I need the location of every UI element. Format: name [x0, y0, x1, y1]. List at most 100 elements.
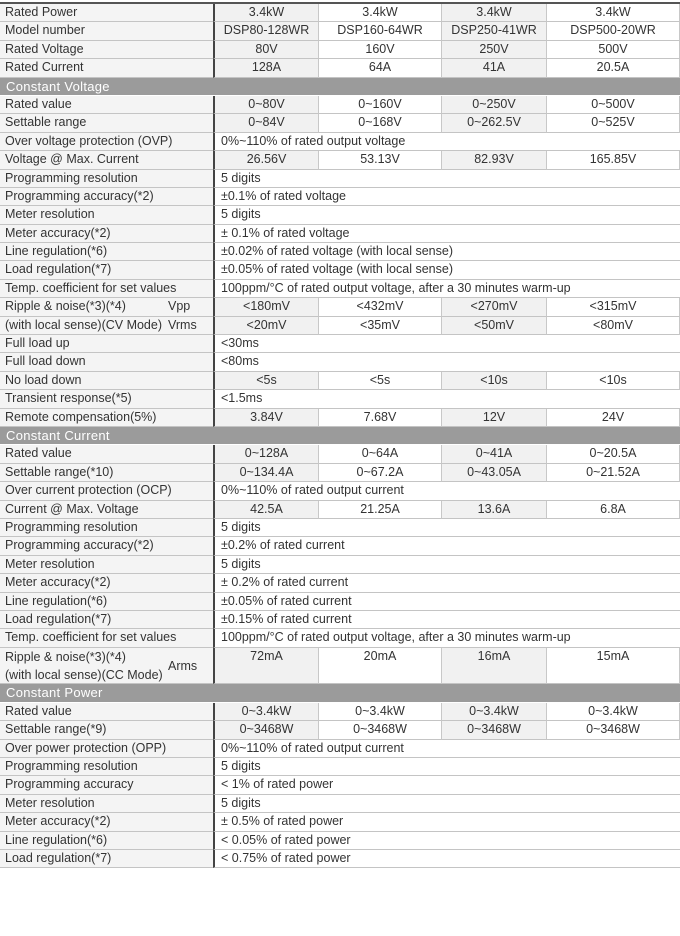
value-cell: DSP160-64WR — [319, 22, 442, 41]
value-cell: 0~80V — [213, 95, 319, 115]
value-cell: 0~21.52A — [547, 463, 680, 483]
row-label: Settable range — [0, 114, 213, 133]
value-span: ±0.02% of rated voltage (with local sens… — [213, 243, 680, 262]
value-span: < 0.05% of rated power — [213, 831, 680, 850]
value-span: 5 digits — [213, 518, 680, 538]
value-cell: 0~168V — [319, 114, 442, 133]
value-cell: 20mA — [319, 647, 442, 685]
value-cell: 3.4kW — [547, 4, 680, 23]
value-span: ±0.05% of rated voltage (with local sens… — [213, 261, 680, 280]
row-label: Meter resolution — [0, 555, 213, 575]
value-span: 5 digits — [213, 555, 680, 575]
value-cell: 128A — [213, 59, 319, 78]
row-label: Full load up — [0, 335, 213, 354]
row-label: Line regulation(*6) — [0, 592, 213, 611]
value-cell: <270mV — [442, 298, 547, 317]
row-label: Rated value — [0, 95, 213, 115]
value-cell: 64A — [319, 59, 442, 78]
value-cell: 20.5A — [547, 59, 680, 78]
value-cell: 0~134.4A — [213, 463, 319, 483]
value-span: 100ppm/°C of rated output voltage, after… — [213, 279, 680, 299]
row-label: Load regulation(*7) — [0, 849, 213, 869]
value-cell: 500V — [547, 40, 680, 60]
row-label: Temp. coefficient for set values — [0, 279, 213, 299]
value-cell: 16mA — [442, 647, 547, 685]
value-span: ± 0.1% of rated voltage — [213, 224, 680, 244]
value-cell: 0~262.5V — [442, 114, 547, 133]
row-label: Settable range(*9) — [0, 721, 213, 740]
value-cell: 80V — [213, 40, 319, 60]
row-label: Load regulation(*7) — [0, 261, 213, 280]
value-cell: 42.5A — [213, 500, 319, 519]
value-cell: 82.93V — [442, 151, 547, 170]
value-cell: 0~43.05A — [442, 463, 547, 483]
value-span: 100ppm/°C of rated output voltage, after… — [213, 629, 680, 648]
value-cell: 53.13V — [319, 151, 442, 170]
value-cell: <5s — [213, 371, 319, 391]
row-label: Rated Voltage — [0, 40, 213, 60]
value-cell: <180mV — [213, 298, 319, 317]
value-cell: 0~250V — [442, 95, 547, 115]
value-cell: 0~3468W — [213, 721, 319, 740]
value-cell: DSP80-128WR — [213, 22, 319, 41]
value-cell: <432mV — [319, 298, 442, 317]
value-cell: 0~20.5A — [547, 445, 680, 464]
row-label: Remote compensation(5%) — [0, 408, 213, 427]
value-span: 0%~110% of rated output current — [213, 482, 680, 501]
row-label: Over current protection (OCP) — [0, 482, 213, 501]
value-cell: 6.8A — [547, 500, 680, 519]
value-span: < 1% of rated power — [213, 776, 680, 795]
row-label: Programming accuracy(*2) — [0, 537, 213, 556]
row-label: (with local sense)(CV Mode) — [0, 316, 168, 336]
row-label: No load down — [0, 371, 213, 391]
row-label-line2: (with local sense)(CC Mode) — [5, 667, 163, 682]
value-cell: 0~41A — [442, 445, 547, 464]
row-label: Meter accuracy(*2) — [0, 574, 213, 593]
row-label: Current @ Max. Voltage — [0, 500, 213, 519]
value-cell: 0~3.4kW — [442, 702, 547, 722]
value-span: 5 digits — [213, 169, 680, 188]
value-cell: 12V — [442, 408, 547, 427]
row-label: Rated Current — [0, 59, 213, 78]
value-cell: 0~67.2A — [319, 463, 442, 483]
value-cell: 0~64A — [319, 445, 442, 464]
row-label: Rated Power — [0, 4, 213, 23]
row-label: Settable range(*10) — [0, 463, 213, 483]
row-label: Line regulation(*6) — [0, 243, 213, 262]
value-cell: <80mV — [547, 316, 680, 336]
value-cell: 3.4kW — [213, 4, 319, 23]
value-cell: 24V — [547, 408, 680, 427]
value-cell: 0~3.4kW — [547, 702, 680, 722]
row-label: Model number — [0, 22, 213, 41]
value-cell: 0~3468W — [547, 721, 680, 740]
value-cell: <20mV — [213, 316, 319, 336]
value-cell: 250V — [442, 40, 547, 60]
value-span: ± 0.5% of rated power — [213, 813, 680, 832]
value-cell: 15mA — [547, 647, 680, 685]
value-cell: <10s — [547, 371, 680, 391]
row-label: Meter accuracy(*2) — [0, 813, 213, 832]
value-cell: 0~3.4kW — [319, 702, 442, 722]
row-label: Rated value — [0, 702, 213, 722]
value-cell: 0~525V — [547, 114, 680, 133]
row-label: Over power protection (OPP) — [0, 739, 213, 759]
row-label: Programming accuracy(*2) — [0, 187, 213, 207]
value-cell: 3.4kW — [319, 4, 442, 23]
section-header: Constant Power — [0, 684, 680, 703]
value-cell: <35mV — [319, 316, 442, 336]
row-label: Voltage @ Max. Current — [0, 151, 213, 170]
value-cell: 7.68V — [319, 408, 442, 427]
value-cell: 0~3468W — [319, 721, 442, 740]
value-span: ±0.05% of rated current — [213, 592, 680, 611]
value-span: <80ms — [213, 353, 680, 372]
section-header: Constant Current — [0, 426, 680, 446]
row-label: Transient response(*5) — [0, 390, 213, 409]
row-label: Meter resolution — [0, 794, 213, 814]
row-label: Programming resolution — [0, 169, 213, 188]
value-cell: 0~160V — [319, 95, 442, 115]
value-span: 0%~110% of rated output current — [213, 739, 680, 759]
value-span: 5 digits — [213, 758, 680, 777]
row-sublabel: Vpp — [168, 298, 213, 317]
value-cell: 26.56V — [213, 151, 319, 170]
value-cell: 160V — [319, 40, 442, 60]
